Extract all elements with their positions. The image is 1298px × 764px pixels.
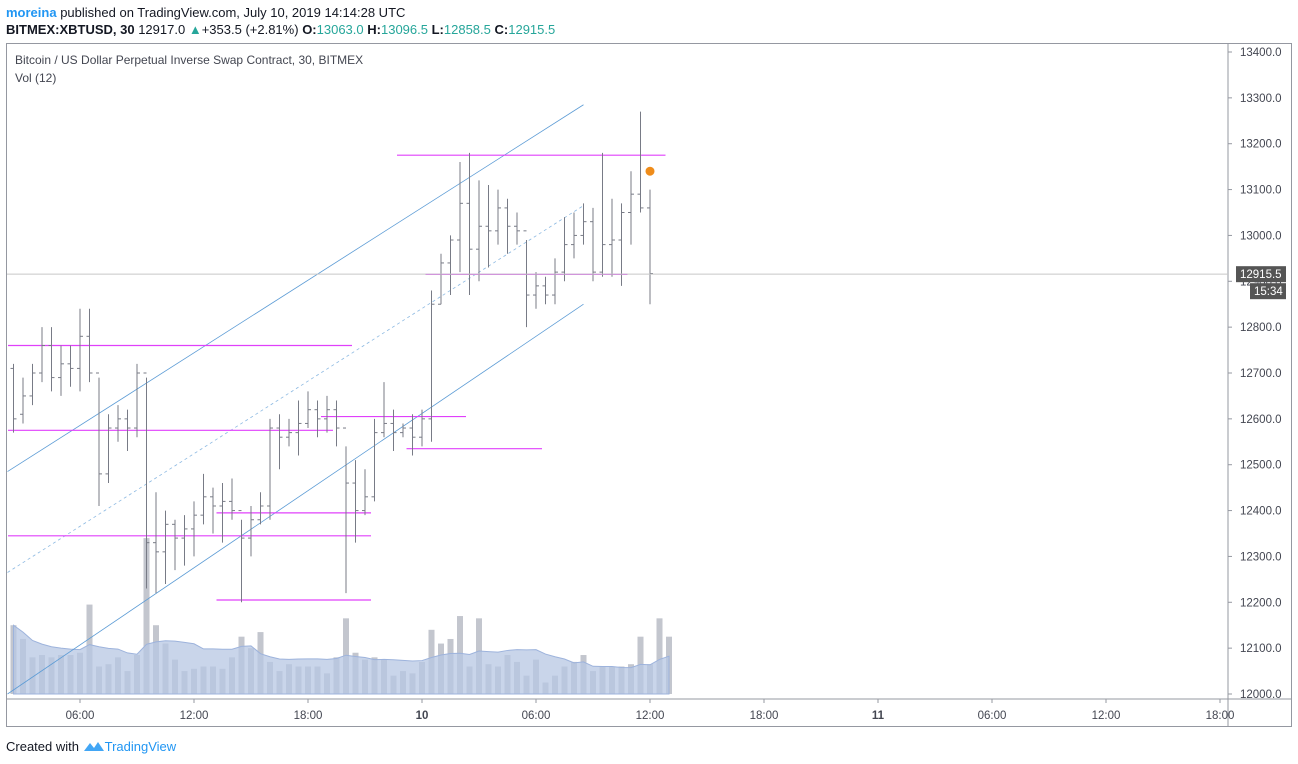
low-value: 12858.5: [443, 22, 491, 37]
volume-ma-area: [13, 624, 670, 695]
x-tick-label: 06:00: [66, 710, 95, 722]
y-tick-label: 12800.0: [1240, 322, 1282, 334]
y-tick-label: 13200.0: [1240, 139, 1282, 151]
chart-title: Bitcoin / US Dollar Perpetual Inverse Sw…: [15, 53, 364, 67]
x-tick-label: 18:00: [294, 710, 323, 722]
y-tick-label: 12100.0: [1240, 643, 1282, 655]
price-overlay: 12915.5 15:34: [7, 266, 1286, 300]
last-price-label: 12915.5: [1240, 269, 1282, 281]
volume-bar: [656, 618, 663, 694]
volume-series: [10, 538, 672, 695]
y-tick-label: 12500.0: [1240, 460, 1282, 472]
open-label: O:: [302, 22, 317, 37]
channel-lower-line: [7, 303, 584, 695]
regression-channel: [7, 104, 584, 695]
y-tick-label: 13100.0: [1240, 185, 1282, 197]
open-value: 13063.0: [316, 22, 364, 37]
close-value: 12915.5: [508, 22, 556, 37]
volume-bar: [143, 538, 150, 694]
author-name[interactable]: moreina: [6, 5, 57, 20]
horizontal-levels: [8, 154, 666, 601]
chart-frame: [6, 43, 1292, 727]
published-text: published on TradingView.com, July 10, 2…: [60, 5, 406, 20]
close-label: C:: [494, 22, 509, 37]
symbol-label: BITMEX:XBTUSD, 30: [6, 22, 135, 37]
last-price-badge: [1236, 266, 1286, 283]
x-tick-label: 11: [872, 710, 885, 722]
x-tick-label: 10: [416, 710, 429, 722]
y-tick-label: 12600.0: [1240, 414, 1282, 426]
y-tick-label: 12700.0: [1240, 368, 1282, 380]
y-tick-label: 13400.0: [1240, 47, 1282, 59]
countdown-label: 15:34: [1254, 286, 1283, 298]
created-with-text: Created with: [6, 739, 79, 754]
ohlc-series: [10, 111, 655, 603]
x-tick-label: 18:00: [1206, 710, 1235, 722]
high-label: H:: [367, 22, 381, 37]
channel-middle-line: [7, 205, 584, 573]
x-tick-label: 12:00: [1092, 710, 1121, 722]
y-tick-label: 13000.0: [1240, 230, 1282, 242]
y-tick-label: 12000.0: [1240, 689, 1282, 701]
price-change: +353.5 (+2.81%): [201, 22, 299, 37]
footer: Created with TradingView: [6, 739, 176, 754]
publish-info: moreina published on TradingView.com, Ju…: [6, 5, 405, 20]
x-tick-label: 12:00: [180, 710, 209, 722]
y-tick-label: 13300.0: [1240, 93, 1282, 105]
x-tick-label: 12:00: [636, 710, 665, 722]
up-arrow-icon: ▲: [188, 22, 202, 37]
tradingview-logo-icon: [83, 742, 104, 751]
y-tick-label: 12400.0: [1240, 506, 1282, 518]
symbol-info: BITMEX:XBTUSD, 30 12917.0 ▲+353.5 (+2.81…: [6, 22, 555, 37]
price-axis[interactable]: 12000.0 12100.0 12200.0 12300.0 12400.0 12500…: [1228, 47, 1282, 701]
last-price: 12917.0: [138, 22, 186, 37]
volume-indicator-label[interactable]: Vol (12): [15, 71, 57, 85]
y-tick-label: 12200.0: [1240, 597, 1282, 609]
y-tick-label: 12300.0: [1240, 551, 1282, 563]
signal-marker: [645, 166, 655, 176]
x-tick-label: 06:00: [978, 710, 1007, 722]
channel-upper-line: [7, 104, 584, 472]
high-value: 13096.5: [380, 22, 428, 37]
tradingview-brand[interactable]: TradingView: [104, 739, 177, 754]
time-axis[interactable]: 06:00 12:00 18:00 10 06:00 12:00 18:00 11 06:00 1…: [66, 699, 1235, 722]
x-tick-label: 18:00: [750, 710, 779, 722]
countdown-badge: [1250, 283, 1286, 300]
low-label: L:: [431, 22, 444, 37]
x-tick-label: 06:00: [522, 710, 551, 722]
